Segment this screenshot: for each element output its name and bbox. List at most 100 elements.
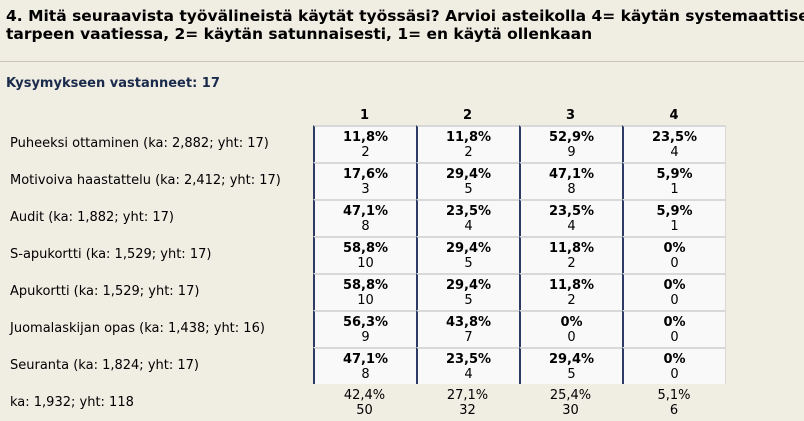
result-cell: 23,5% 4 — [519, 199, 622, 236]
result-cell: 11,8% 2 — [519, 273, 622, 310]
table-row: S-apukortti (ka: 1,529; yht: 17) 58,8% 10 2… — [5, 236, 726, 273]
result-cell: 23,5% 4 — [416, 199, 519, 236]
total-cell: 5,1% 6 — [622, 384, 726, 421]
cell-count: 2 — [567, 255, 576, 271]
total-percentage: 42,4% — [343, 387, 386, 403]
header-empty — [5, 105, 313, 125]
cell-count: 1 — [670, 181, 679, 197]
cell-percentage: 0% — [663, 277, 686, 293]
result-cell: 5,9% 1 — [622, 162, 726, 199]
total-row: ka: 1,932; yht: 118 42,4% 50 27,1% 32 25,4% 30… — [5, 384, 726, 421]
cell-percentage: 5,9% — [656, 166, 693, 182]
result-cell: 17,6% 3 — [313, 162, 416, 199]
result-cell: 52,9% 9 — [519, 125, 622, 162]
cell-percentage: 23,5% — [445, 351, 492, 367]
total-count: 50 — [356, 402, 373, 418]
header-row: 1 2 3 4 — [5, 105, 726, 125]
cell-percentage: 17,6% — [342, 166, 389, 182]
result-cell: 58,8% 10 — [313, 273, 416, 310]
cell-count: 0 — [670, 292, 679, 308]
cell-percentage: 0% — [663, 351, 686, 367]
cell-percentage: 0% — [560, 314, 583, 330]
cell-count: 1 — [670, 218, 679, 234]
cell-count: 5 — [464, 255, 473, 271]
row-label: Audit (ka: 1,882; yht: 17) — [10, 210, 174, 225]
cell-count: 0 — [567, 329, 576, 345]
total-cell: 25,4% 30 — [519, 384, 622, 421]
row-label: S-apukortti (ka: 1,529; yht: 17) — [10, 247, 212, 262]
column-header: 3 — [565, 107, 576, 123]
result-cell: 11,8% 2 — [416, 125, 519, 162]
cell-count: 3 — [361, 181, 370, 197]
row-label: Puheeksi ottaminen (ka: 2,882; yht: 17) — [10, 136, 269, 151]
total-count: 30 — [562, 402, 579, 418]
cell-percentage: 23,5% — [548, 203, 595, 219]
result-cell: 29,4% 5 — [416, 162, 519, 199]
cell-count: 4 — [464, 218, 473, 234]
cell-percentage: 52,9% — [548, 129, 595, 145]
cell-count: 0 — [670, 366, 679, 382]
cell-count: 9 — [567, 144, 576, 160]
cell-count: 8 — [361, 218, 370, 234]
cell-count: 4 — [670, 144, 679, 160]
cell-percentage: 0% — [663, 314, 686, 330]
cell-percentage: 47,1% — [548, 166, 595, 182]
result-cell: 58,8% 10 — [313, 236, 416, 273]
row-label: Apukortti (ka: 1,529; yht: 17) — [10, 284, 200, 299]
cell-percentage: 29,4% — [548, 351, 595, 367]
cell-percentage: 11,8% — [548, 277, 595, 293]
result-cell: 11,8% 2 — [519, 236, 622, 273]
divider — [0, 61, 804, 62]
cell-percentage: 43,8% — [445, 314, 492, 330]
cell-percentage: 29,4% — [445, 240, 492, 256]
results-table: 1 2 3 4 Puheeksi ottaminen (ka: 2,882; y… — [5, 105, 726, 421]
row-label: Motivoiva haastattelu (ka: 2,412; yht: 1… — [10, 173, 281, 188]
cell-percentage: 23,5% — [445, 203, 492, 219]
result-cell: 47,1% 8 — [519, 162, 622, 199]
cell-count: 2 — [361, 144, 370, 160]
cell-percentage: 29,4% — [445, 166, 492, 182]
question-line-1: 4. Mitä seuraavista työvälineistä käytät… — [6, 7, 804, 25]
total-percentage: 27,1% — [446, 387, 489, 403]
cell-count: 9 — [361, 329, 370, 345]
cell-count: 2 — [464, 144, 473, 160]
table-row: Juomalaskijan opas (ka: 1,438; yht: 16) 5… — [5, 310, 726, 347]
result-cell: 0% 0 — [622, 273, 726, 310]
column-header: 4 — [669, 107, 679, 123]
total-count: 6 — [669, 402, 679, 418]
cell-count: 8 — [567, 181, 576, 197]
cell-percentage: 11,8% — [342, 129, 389, 145]
cell-percentage: 0% — [663, 240, 686, 256]
row-label: Seuranta (ka: 1,824; yht: 17) — [10, 358, 199, 373]
table-row: Seuranta (ka: 1,824; yht: 17) 47,1% 8 23,5%… — [5, 347, 726, 384]
total-count: 32 — [459, 402, 476, 418]
cell-count: 0 — [670, 329, 679, 345]
cell-count: 0 — [670, 255, 679, 271]
table-row: Audit (ka: 1,882; yht: 17) 47,1% 8 23,5% 4 23… — [5, 199, 726, 236]
column-header: 1 — [359, 107, 370, 123]
result-cell: 0% 0 — [622, 236, 726, 273]
cell-percentage: 47,1% — [342, 203, 389, 219]
cell-percentage: 23,5% — [651, 129, 698, 145]
result-cell: 0% 0 — [519, 310, 622, 347]
cell-percentage: 5,9% — [656, 203, 693, 219]
cell-percentage: 58,8% — [342, 277, 389, 293]
result-cell: 29,4% 5 — [416, 273, 519, 310]
result-cell: 29,4% 5 — [519, 347, 622, 384]
cell-count: 5 — [464, 292, 473, 308]
cell-count: 8 — [361, 366, 370, 382]
result-cell: 29,4% 5 — [416, 236, 519, 273]
cell-count: 7 — [464, 329, 473, 345]
cell-count: 10 — [357, 255, 374, 271]
result-cell: 0% 0 — [622, 310, 726, 347]
question-title: 4. Mitä seuraavista työvälineistä käytät… — [6, 7, 804, 43]
table-row: Puheeksi ottaminen (ka: 2,882; yht: 17) 1… — [5, 125, 726, 162]
cell-count: 10 — [357, 292, 374, 308]
cell-percentage: 58,8% — [342, 240, 389, 256]
result-cell: 11,8% 2 — [313, 125, 416, 162]
cell-percentage: 11,8% — [548, 240, 595, 256]
respondents-count: Kysymykseen vastanneet: 17 — [6, 76, 220, 91]
result-cell: 47,1% 8 — [313, 199, 416, 236]
total-percentage: 5,1% — [657, 387, 691, 403]
cell-percentage: 11,8% — [445, 129, 492, 145]
